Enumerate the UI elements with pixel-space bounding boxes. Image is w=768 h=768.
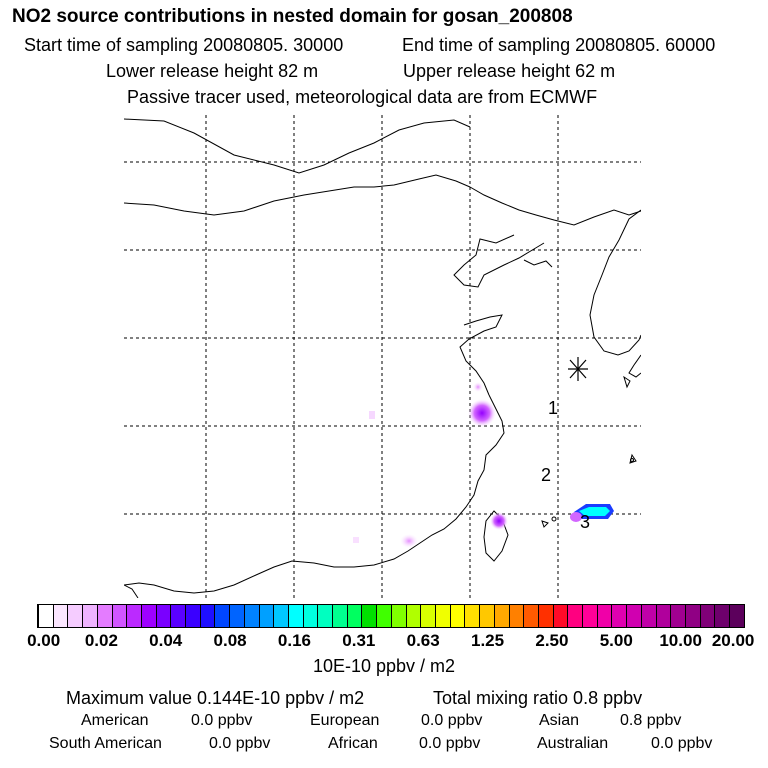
- region-name: European: [310, 712, 380, 729]
- colorbar-cell: [596, 605, 612, 627]
- colorbar-cell: [611, 605, 627, 627]
- concentration-field: [353, 382, 614, 548]
- colorbar-cell: [111, 605, 127, 627]
- colorbar-cell: [434, 605, 450, 627]
- map-label-1: 1: [548, 398, 559, 418]
- colorbar-cell: [405, 605, 421, 627]
- end-time-label: End time of sampling 20080805. 60000: [402, 35, 716, 55]
- colorbar-cell: [479, 605, 494, 627]
- colorbar-cell: [582, 605, 597, 627]
- colorbar-cell: [126, 605, 141, 627]
- colorbar-cell: [464, 605, 480, 627]
- station-marker-icon: [568, 357, 588, 381]
- colorbar-tick-label: 0.00: [27, 631, 61, 650]
- total-mixing-ratio: Total mixing ratio 0.8 ppbv: [433, 688, 643, 708]
- colorbar-tick-label: 10.00: [659, 631, 702, 650]
- colorbar-cell: [155, 605, 171, 627]
- colorbar-cell: [38, 605, 53, 627]
- region-value: 0.0 ppbv: [191, 712, 253, 729]
- colorbar-cell: [243, 605, 259, 627]
- colorbar-cell: [729, 605, 744, 627]
- colorbar-unit: 10E-10 ppbv / m2: [312, 656, 456, 676]
- colorbar-cell: [670, 605, 685, 627]
- colorbar-cell: [420, 605, 435, 627]
- region-name: Asian: [539, 712, 580, 729]
- figure-title: NO2 source contributions in nested domai…: [12, 6, 573, 27]
- colorbar-cell: [361, 605, 377, 627]
- colorbar-cell: [714, 605, 730, 627]
- colorbar-cell: [640, 605, 656, 627]
- colorbar-tick-label: 0.31: [342, 631, 376, 650]
- colorbar-cell: [82, 605, 97, 627]
- colorbar-tick-label: 5.00: [599, 631, 633, 650]
- colorbar-tick-label: 20.00: [711, 631, 755, 650]
- colorbar-tick-label: 0.02: [84, 631, 118, 650]
- colorbar: [37, 604, 745, 628]
- colorbar-cell: [52, 605, 68, 627]
- region-value: 0.0 ppbv: [651, 735, 713, 752]
- colorbar-cell: [493, 605, 509, 627]
- region-name: American: [81, 712, 149, 729]
- colorbar-tick-label: 0.04: [149, 631, 183, 650]
- colorbar-tick-label: 0.16: [277, 631, 311, 650]
- colorbar-cell: [684, 605, 700, 627]
- colorbar-cell: [96, 605, 112, 627]
- colorbar-tick-label: 2.50: [535, 631, 569, 650]
- colorbar-cell: [376, 605, 391, 627]
- maximum-value: Maximum value 0.144E-10 ppbv / m2: [66, 688, 365, 708]
- colorbar-cell: [537, 605, 553, 627]
- start-time-label: Start time of sampling 20080805. 30000: [24, 35, 344, 55]
- colorbar-cell: [302, 605, 318, 627]
- colorbar-cell: [317, 605, 333, 627]
- lower-release-height-label: Lower release height 82 m: [106, 61, 319, 81]
- colorbar-cell: [185, 605, 200, 627]
- colorbar-cell: [170, 605, 186, 627]
- graticule: [124, 115, 641, 598]
- colorbar-tick-label: 1.25: [470, 631, 505, 650]
- coastlines: [124, 118, 641, 598]
- colorbar-cell: [140, 605, 156, 627]
- colorbar-cell: [273, 605, 288, 627]
- region-name: African: [328, 735, 378, 752]
- colorbar-cell: [449, 605, 465, 627]
- colorbar-cell: [552, 605, 568, 627]
- colorbar-cell: [567, 605, 583, 627]
- map-label-3: 3: [580, 512, 591, 532]
- colorbar-cell: [287, 605, 303, 627]
- colorbar-cell: [199, 605, 215, 627]
- colorbar-tick-label: 0.08: [213, 631, 247, 650]
- map-label-2: 2: [541, 465, 552, 485]
- region-name: South American: [49, 735, 162, 752]
- colorbar-cell: [655, 605, 671, 627]
- region-value: 0.8 ppbv: [620, 712, 682, 729]
- colorbar-cell: [508, 605, 524, 627]
- colorbar-tick-label: 0.63: [406, 631, 440, 650]
- colorbar-cell: [229, 605, 244, 627]
- data-source-note: Passive tracer used, meteorological data…: [127, 87, 598, 107]
- region-value: 0.0 ppbv: [209, 735, 271, 752]
- colorbar-cell: [699, 605, 715, 627]
- colorbar-cell: [626, 605, 641, 627]
- colorbar-cell: [332, 605, 347, 627]
- region-value: 0.0 ppbv: [421, 712, 483, 729]
- colorbar-cell: [523, 605, 538, 627]
- colorbar-cell: [214, 605, 230, 627]
- colorbar-cell: [346, 605, 362, 627]
- region-value: 0.0 ppbv: [419, 735, 481, 752]
- upper-release-height-label: Upper release height 62 m: [403, 61, 616, 81]
- region-name: Australian: [537, 735, 609, 752]
- colorbar-cell: [390, 605, 406, 627]
- map-panel: [124, 115, 641, 598]
- colorbar-cell: [67, 605, 83, 627]
- colorbar-cell: [258, 605, 274, 627]
